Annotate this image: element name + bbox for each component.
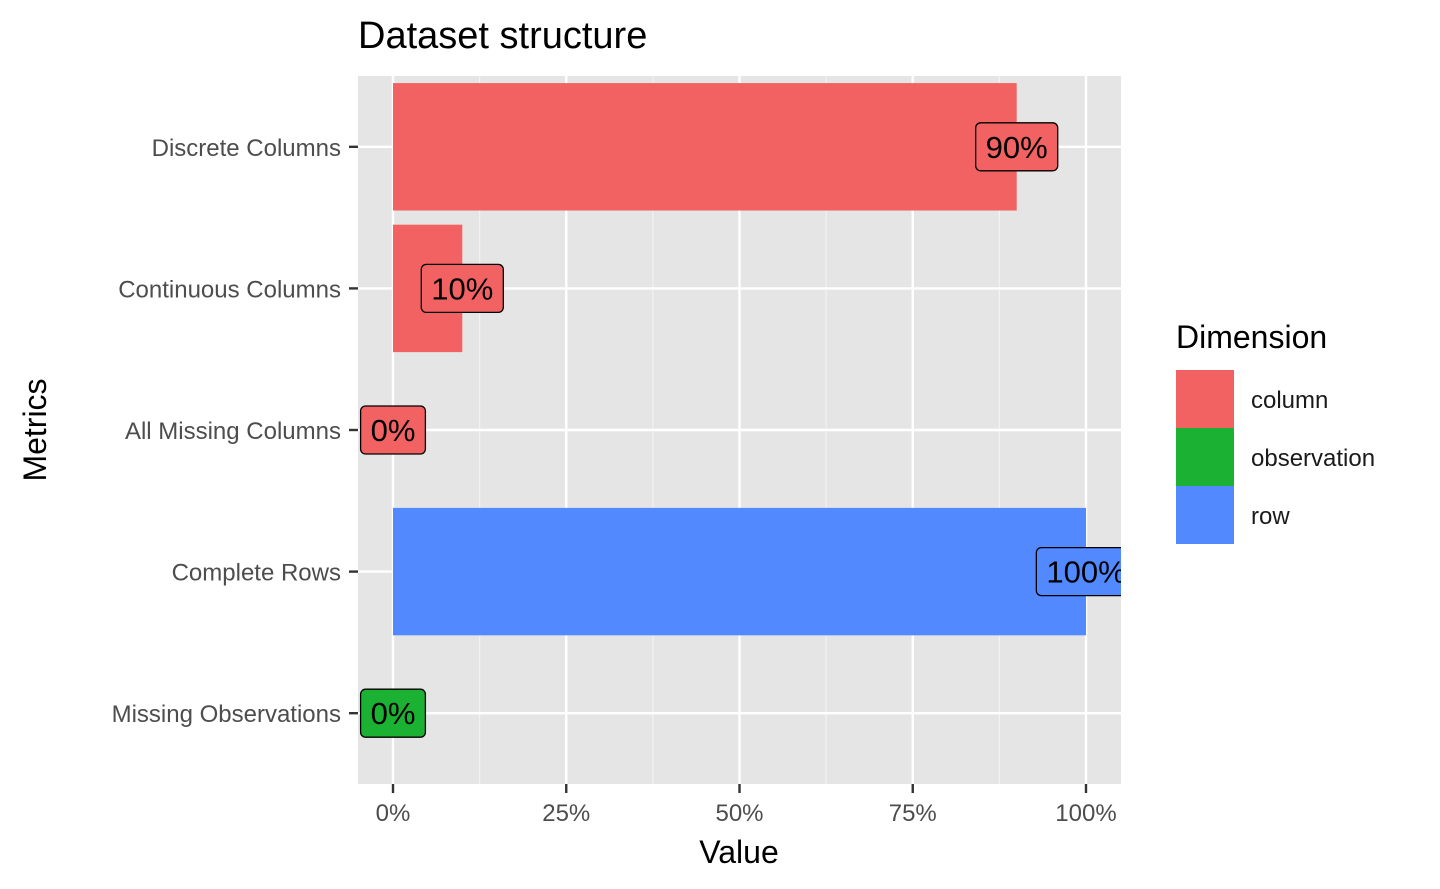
x-axis-title: Value bbox=[699, 834, 778, 870]
legend-item: observation bbox=[1176, 428, 1375, 486]
legend-label: observation bbox=[1251, 445, 1375, 472]
y-tick-label: All Missing Columns bbox=[125, 418, 341, 445]
bars bbox=[393, 83, 1086, 636]
legend-key bbox=[1176, 370, 1234, 428]
data-label-text: 0% bbox=[371, 696, 416, 731]
legend-key bbox=[1176, 486, 1234, 544]
data-label-box bbox=[420, 263, 504, 314]
x-axis: 0% 25% 50% 75% 100% bbox=[376, 784, 1117, 827]
data-label-text: 0% bbox=[371, 413, 416, 448]
y-tick-label: Complete Rows bbox=[172, 560, 341, 587]
y-tick-label: Continuous Columns bbox=[118, 276, 341, 303]
x-tick-label: 50% bbox=[715, 800, 763, 827]
data-label: 100% bbox=[1035, 546, 1125, 597]
data-label: 90% bbox=[975, 122, 1059, 172]
legend-label: row bbox=[1251, 503, 1290, 530]
legend-entries: column observation row bbox=[1176, 370, 1375, 544]
data-label-box bbox=[1035, 546, 1121, 597]
x-tick-label: 100% bbox=[1055, 800, 1116, 827]
x-tick-label: 25% bbox=[542, 800, 590, 827]
legend-item: row bbox=[1176, 486, 1290, 544]
legend-item: column bbox=[1176, 370, 1328, 428]
x-tick-label: 0% bbox=[376, 800, 411, 827]
data-label: 0% bbox=[359, 405, 427, 455]
legend-key bbox=[1176, 428, 1234, 486]
data-labels: 90% 10% 0% 100% 0% bbox=[359, 122, 1125, 738]
x-tick-label: 75% bbox=[889, 800, 937, 827]
bar bbox=[393, 507, 1086, 636]
data-label-text: 90% bbox=[986, 130, 1048, 165]
y-axis: Discrete Columns Continuous Columns All Mi… bbox=[112, 135, 358, 728]
chart-title: Dataset structure bbox=[358, 15, 647, 57]
legend-title: Dimension bbox=[1176, 319, 1327, 355]
data-label-text: 10% bbox=[431, 271, 493, 306]
y-tick-label: Missing Observations bbox=[112, 701, 341, 728]
data-label-box bbox=[359, 688, 427, 738]
legend: Dimension column observation row bbox=[1176, 319, 1375, 544]
data-label: 0% bbox=[359, 688, 427, 738]
data-label: 10% bbox=[420, 263, 504, 314]
bar bbox=[393, 83, 1017, 211]
y-tick-label: Discrete Columns bbox=[152, 135, 341, 162]
legend-label: column bbox=[1251, 387, 1328, 414]
data-label-text: 100% bbox=[1046, 555, 1125, 590]
data-label-box bbox=[359, 405, 427, 455]
data-label-box bbox=[975, 122, 1059, 172]
y-axis-title: Metrics bbox=[17, 378, 53, 481]
